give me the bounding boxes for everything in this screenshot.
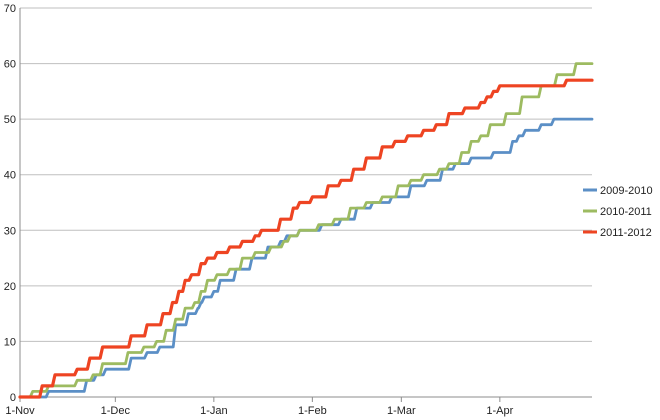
y-tick-label: 60 [4,59,16,71]
series-line-2011-2012 [18,78,594,399]
x-tick-labels: 1-Nov 1-Dec 1-Jan 1-Feb 1-Mar 1-Apr [5,405,513,417]
x-tick-label: 1-Jan [200,405,228,417]
y-tick-label: 10 [4,336,16,348]
legend-label: 2009-2010 [600,185,653,197]
x-tick-label: 1-Dec [101,405,131,417]
series-line-2010-2011 [18,62,594,399]
y-tick-label: 40 [4,170,16,182]
y-tick-label: 50 [4,114,16,126]
y-tick-label: 20 [4,281,16,293]
y-tick-label: 30 [4,225,16,237]
y-tick-labels: 0 10 20 30 40 50 60 70 [4,3,16,404]
legend-label: 2011-2012 [600,227,652,239]
y-tick-label: 0 [10,392,16,404]
x-tick-label: 1-Apr [486,405,513,417]
legend-label: 2010-2011 [600,206,652,218]
axes [19,8,592,402]
x-tick-label: 1-Feb [298,405,327,417]
x-tick-label: 1-Nov [5,405,35,417]
gridlines [20,7,592,398]
legend: 2009-2010 2010-2011 2011-2012 [583,185,653,239]
x-tick-label: 1-Mar [387,405,416,417]
series-line-2009-2010 [18,117,594,399]
series-lines [18,62,594,399]
y-tick-label: 70 [4,3,16,15]
